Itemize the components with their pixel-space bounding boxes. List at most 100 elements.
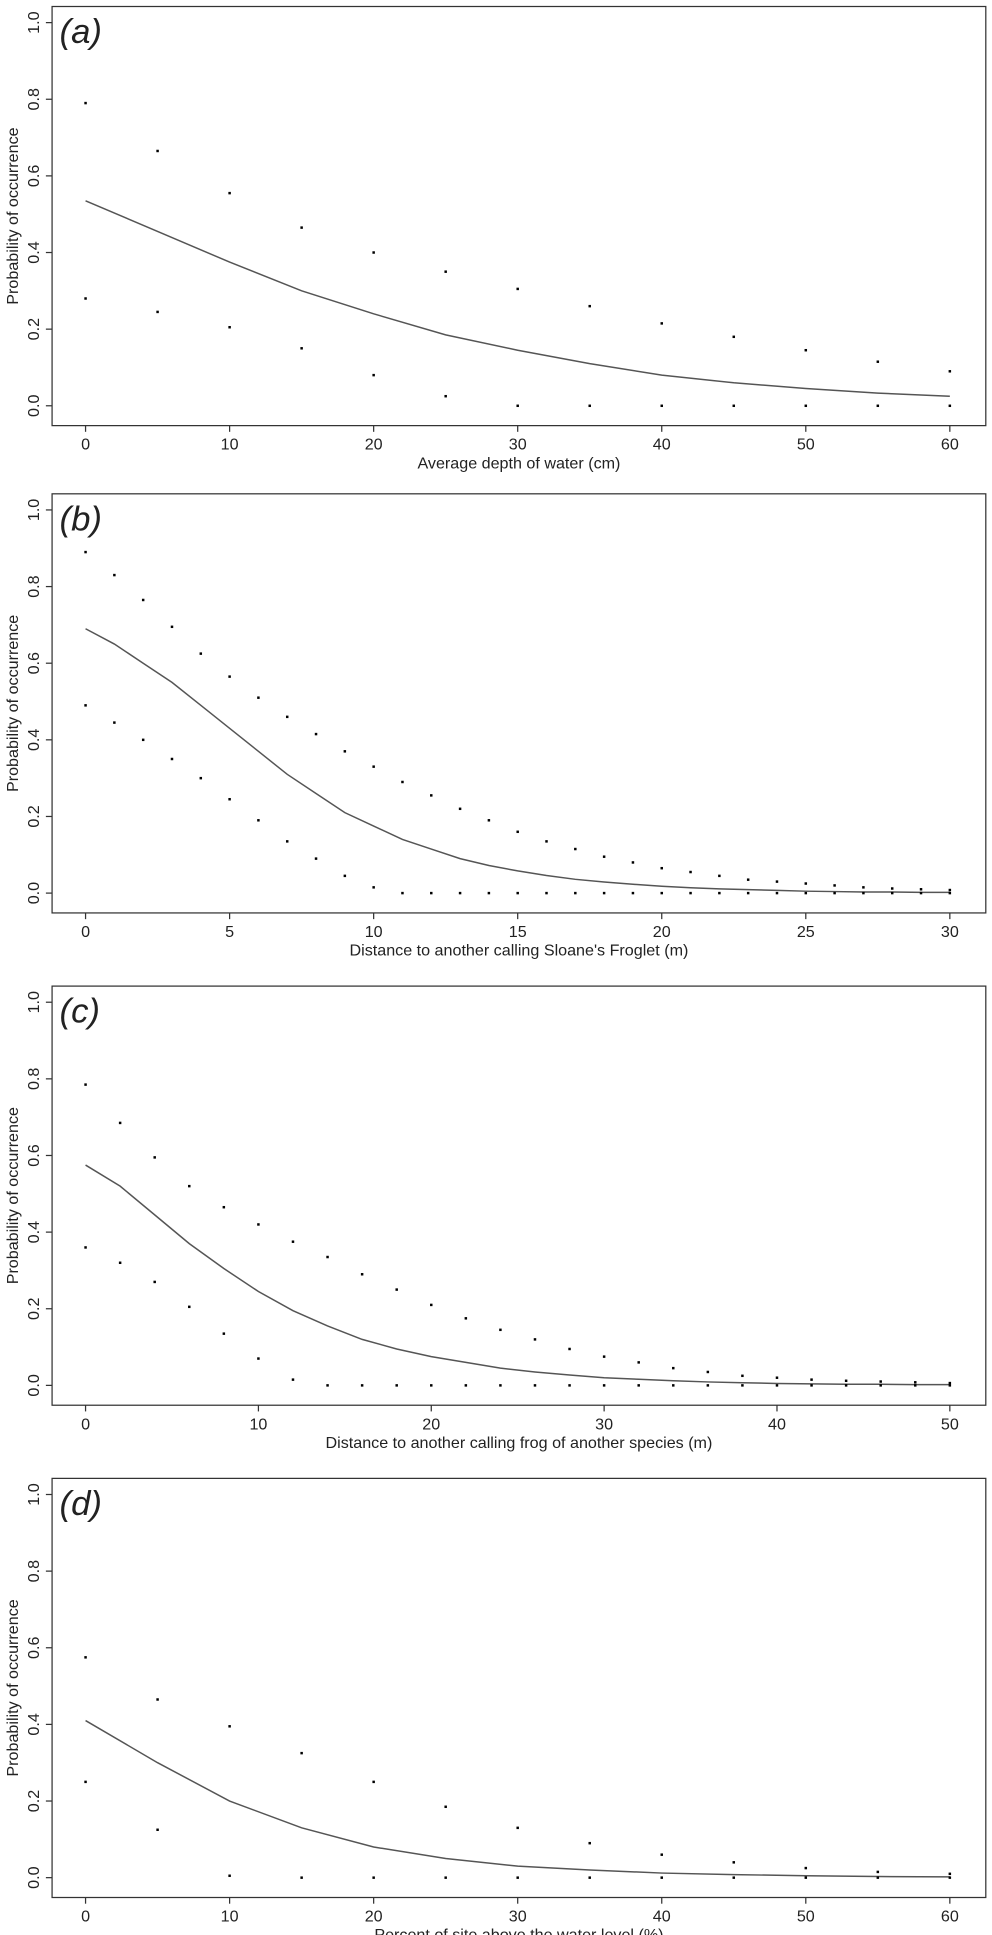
ci-point <box>568 1384 571 1387</box>
ci-point <box>890 887 894 890</box>
x-tick-label: 50 <box>797 1908 815 1926</box>
y-axis-label: Probability of occurrence <box>4 1599 22 1776</box>
ci-point <box>948 1876 952 1879</box>
x-tick-label: 40 <box>653 1908 671 1926</box>
ci-point <box>574 891 577 895</box>
ci-point <box>228 675 231 678</box>
ci-point <box>876 1870 880 1874</box>
plot-frame <box>51 985 987 1406</box>
ci-point <box>746 878 750 881</box>
ci-point <box>395 1288 398 1291</box>
ci-point <box>545 891 548 895</box>
ci-point <box>732 404 736 408</box>
ci-point <box>746 891 750 895</box>
ci-point <box>890 891 894 895</box>
ci-point <box>360 1384 364 1387</box>
fitted-curve <box>85 1164 950 1386</box>
ci-point <box>228 797 231 801</box>
ci-point <box>430 1384 433 1387</box>
ci-point <box>300 1876 303 1879</box>
ci-point <box>568 1347 571 1351</box>
ci-point <box>545 840 548 843</box>
ci-point <box>775 880 779 883</box>
panel-label: (a) <box>60 13 102 51</box>
ci-point <box>430 891 433 895</box>
ci-point <box>804 891 808 895</box>
ci-point <box>464 1384 468 1387</box>
x-tick-label: 30 <box>941 923 959 941</box>
panel-label: (d) <box>60 1485 102 1523</box>
fitted-curve <box>85 1719 950 1878</box>
ci-point <box>804 882 808 885</box>
ci-point <box>948 1381 952 1385</box>
plot-frame <box>51 493 987 914</box>
ci-point <box>372 1876 375 1879</box>
y-tick-label: 0.4 <box>25 729 43 751</box>
y-tick-label: 0.0 <box>25 1866 43 1888</box>
x-tick-label: 0 <box>81 436 90 454</box>
y-tick-label: 1.0 <box>25 991 43 1013</box>
ci-point <box>84 1246 87 1249</box>
ci-point <box>804 1876 808 1879</box>
ci-point <box>833 884 836 887</box>
ci-point <box>326 1384 329 1387</box>
ci-point <box>291 1240 295 1243</box>
ci-point <box>588 1876 591 1879</box>
ci-point <box>153 1156 156 1159</box>
ci-point <box>516 287 519 291</box>
x-tick-label: 30 <box>595 1415 613 1433</box>
x-tick-label: 60 <box>941 436 959 454</box>
ci-point <box>156 149 159 153</box>
ci-point <box>444 394 447 398</box>
x-tick-label: 20 <box>365 1908 383 1926</box>
ci-point <box>464 1317 468 1320</box>
ci-point <box>914 1384 917 1387</box>
ci-point <box>360 1273 364 1276</box>
plot-frame <box>51 1477 987 1899</box>
ci-point <box>689 870 692 874</box>
ci-point <box>326 1255 329 1259</box>
ci-point <box>430 794 433 797</box>
ci-point <box>919 888 923 891</box>
ci-point <box>660 1853 663 1856</box>
ci-point <box>516 830 519 834</box>
ci-point <box>672 1384 675 1387</box>
ci-point <box>948 370 952 373</box>
ci-point <box>672 1366 675 1370</box>
ci-point <box>732 1876 736 1879</box>
ci-point <box>775 1376 779 1379</box>
y-tick-label: 0.0 <box>25 1374 43 1396</box>
ci-point <box>948 888 952 892</box>
ci-point <box>401 780 404 784</box>
ci-point <box>718 891 721 895</box>
ci-point <box>228 1874 231 1877</box>
ci-point <box>833 891 836 895</box>
ci-point <box>314 857 318 860</box>
ci-point <box>876 1876 880 1879</box>
ci-point <box>156 310 159 314</box>
ci-point <box>602 1355 606 1358</box>
ci-point <box>458 807 462 811</box>
ci-point <box>222 1205 226 1209</box>
ci-point <box>660 866 663 870</box>
ci-point <box>718 874 721 878</box>
ci-point <box>170 625 174 629</box>
ci-point <box>314 732 318 736</box>
ci-point <box>84 1780 87 1784</box>
ci-point <box>810 1384 813 1387</box>
ci-point <box>862 886 865 889</box>
ci-point <box>285 840 289 843</box>
ci-point <box>372 765 375 768</box>
ci-point <box>285 715 289 719</box>
ci-point <box>257 819 260 822</box>
ci-point <box>660 891 663 895</box>
y-tick-label: 0.6 <box>25 1637 43 1659</box>
ci-point <box>914 1381 917 1384</box>
ci-point <box>395 1384 398 1387</box>
ci-point <box>118 1261 122 1265</box>
x-axis-label: Distance to another calling Sloane's Fro… <box>350 942 689 960</box>
x-tick-label: 0 <box>81 1908 90 1926</box>
x-tick-label: 25 <box>797 923 815 941</box>
ci-point <box>741 1384 744 1387</box>
y-tick-label: 0.2 <box>25 1790 43 1812</box>
